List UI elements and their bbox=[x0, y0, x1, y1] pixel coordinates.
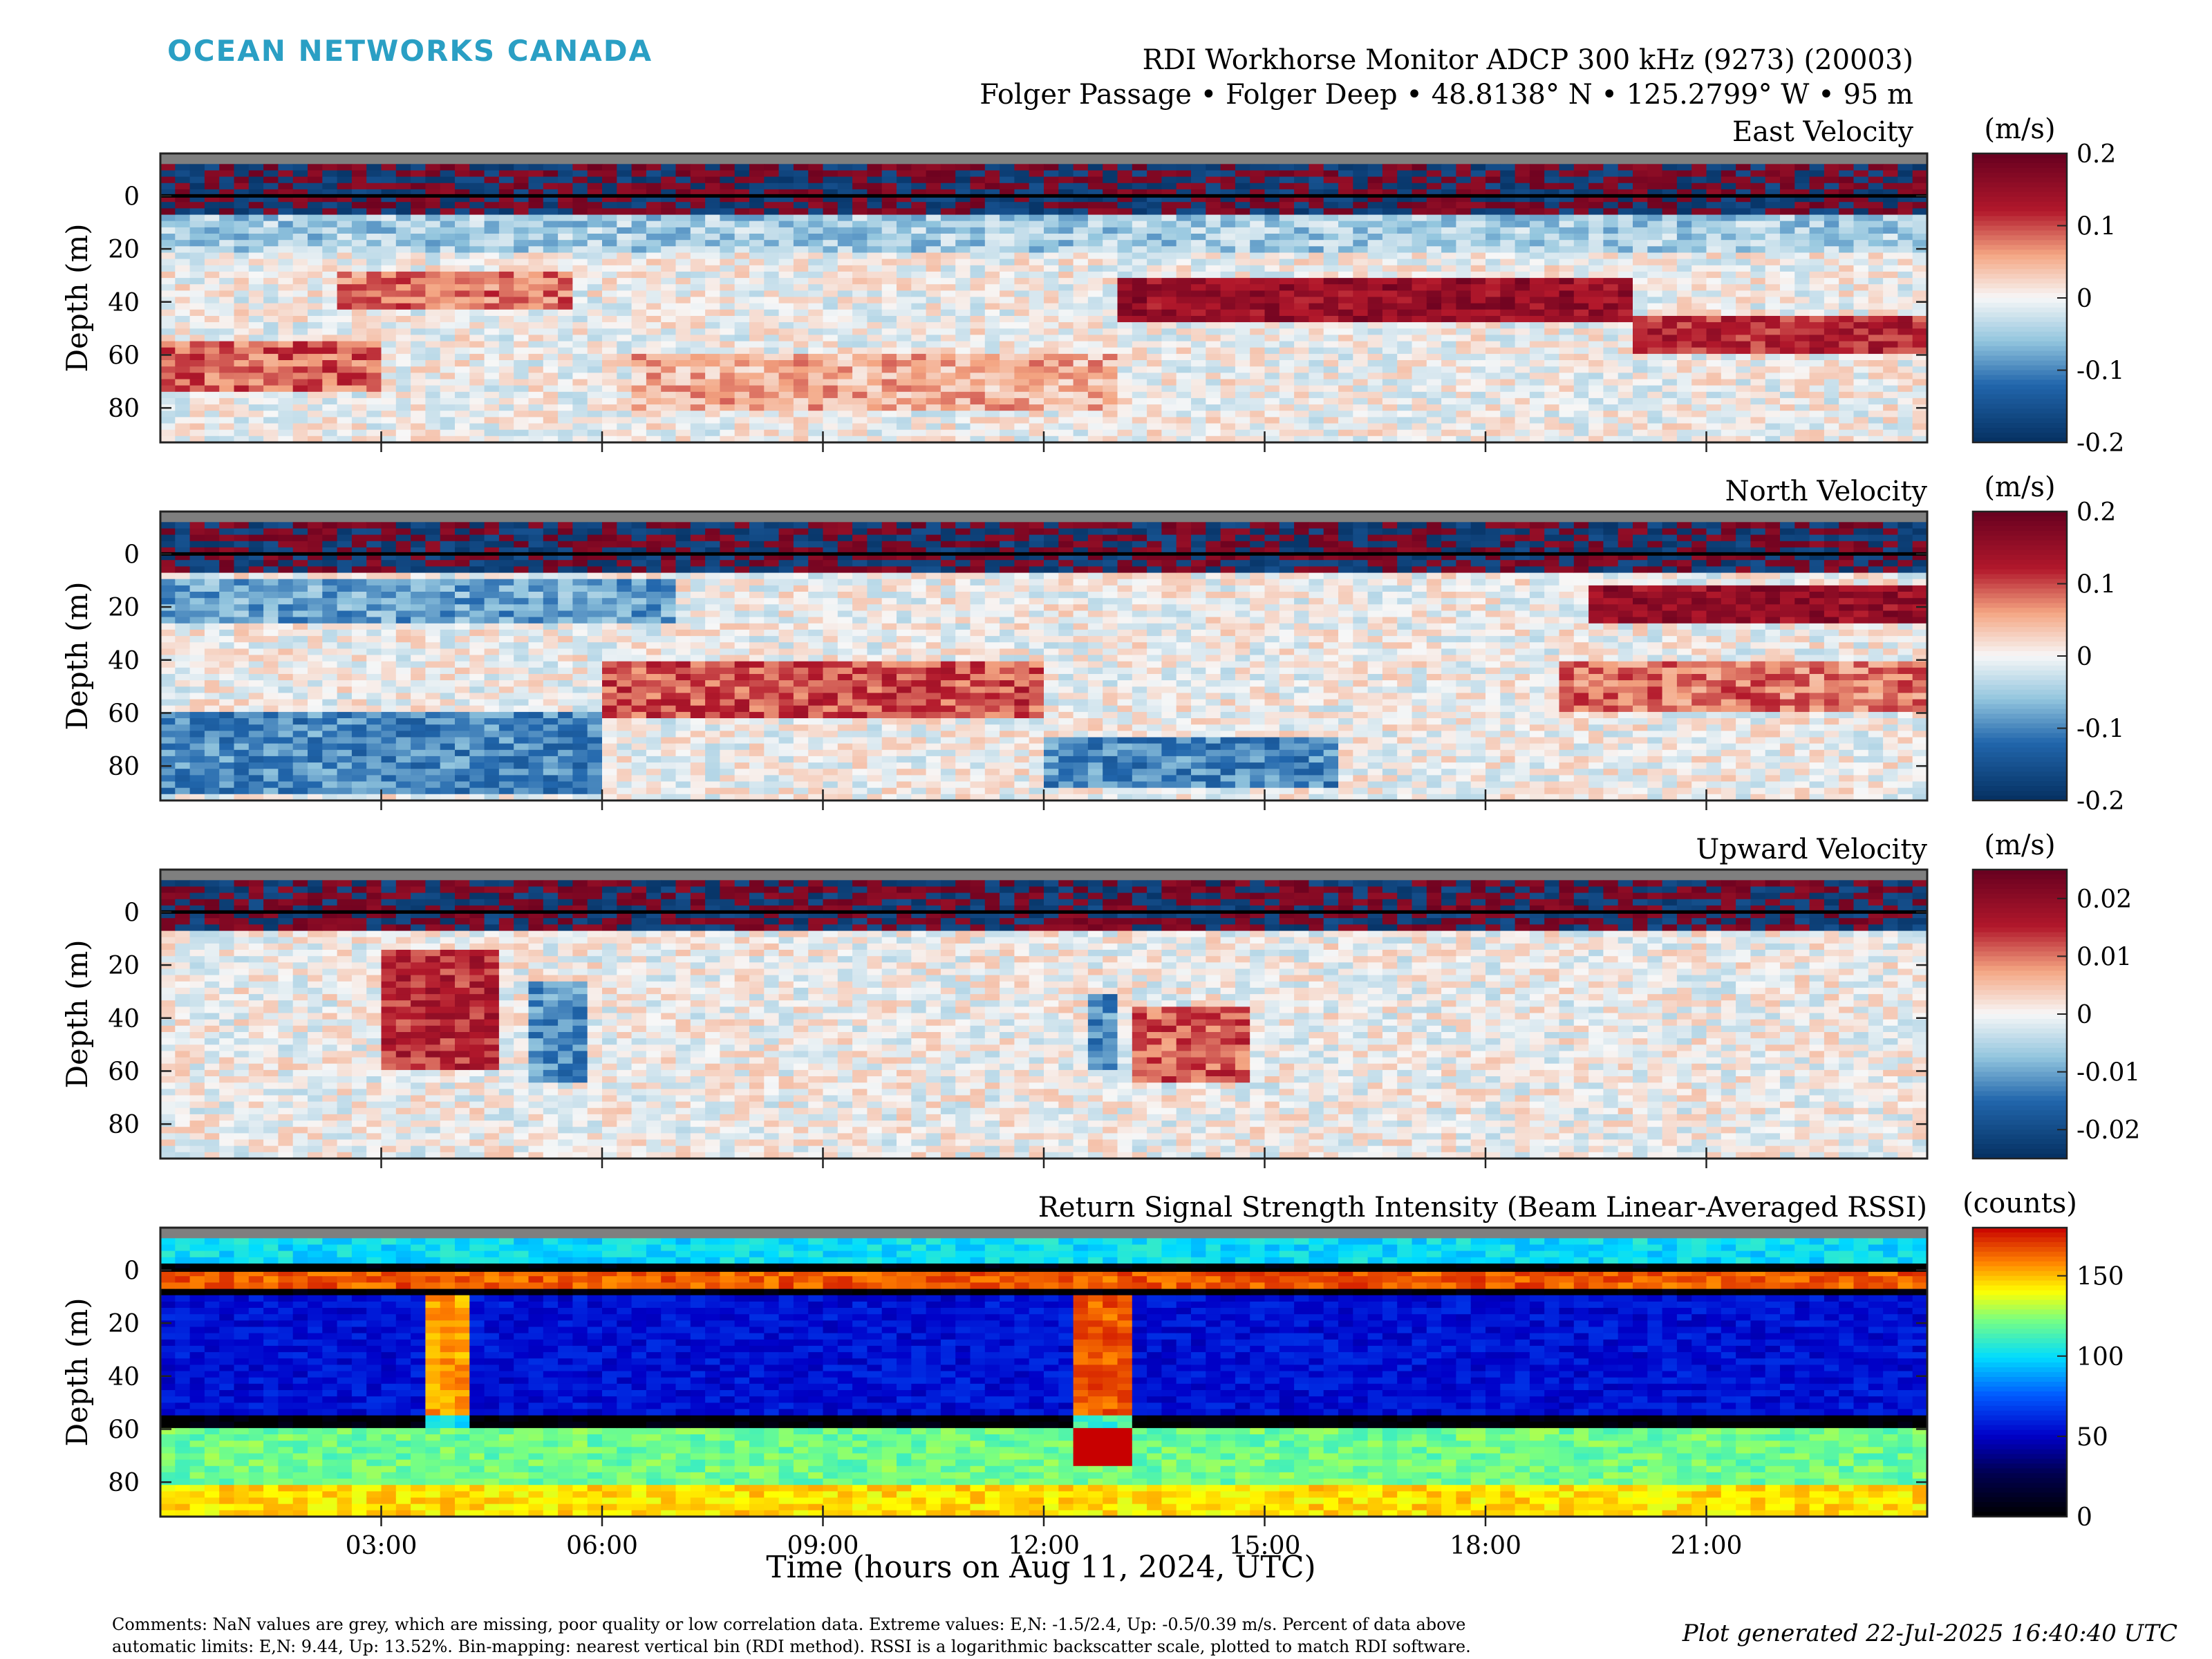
colorbar-tick-label: 0.02 bbox=[2077, 885, 2132, 914]
x-tick-label: 15:00 bbox=[1229, 1532, 1301, 1560]
plot-generated-timestamp: Plot generated 22-Jul-2025 16:40:40 UTC bbox=[1682, 1620, 2177, 1647]
y-tick-label: 80 bbox=[108, 395, 140, 423]
colorbar-tick-label: 0.2 bbox=[2077, 498, 2116, 527]
footer-comments-line2: automatic limits: E,N: 9.44, Up: 13.52%.… bbox=[112, 1637, 1471, 1656]
colorbar-tick-label: -0.1 bbox=[2077, 715, 2124, 744]
panel-2: 0 20 40 60 80 North Velocity Depth (m) 0.2 0.1 0 -… bbox=[60, 471, 2124, 816]
panel-title: Upward Velocity bbox=[1696, 834, 1928, 865]
panel-title: North Velocity bbox=[1725, 476, 1928, 507]
heatmap-cells bbox=[160, 1238, 1928, 1517]
x-axis-label: Time (hours on Aug 11, 2024, UTC) bbox=[766, 1550, 1315, 1585]
heatmap-cells bbox=[160, 880, 1928, 1159]
colorbar-tick-label: 150 bbox=[2077, 1263, 2124, 1291]
y-tick-label: 40 bbox=[108, 1005, 140, 1033]
heatmap-cells bbox=[160, 164, 1928, 443]
colorbar-tick-label: 0.2 bbox=[2077, 140, 2116, 169]
colorbar-label: (m/s) bbox=[1984, 471, 2055, 503]
y-tick-label: 20 bbox=[108, 1310, 140, 1338]
y-axis-label: Depth (m) bbox=[60, 939, 94, 1088]
colorbar: 0.02 0.01 0 -0.01 -0.02 (m/s) bbox=[1971, 830, 2140, 1160]
panel-title: East Velocity bbox=[1732, 116, 1913, 148]
colorbar-tick-label: 100 bbox=[2077, 1343, 2124, 1371]
colorbar-tick-label: 0.01 bbox=[2077, 943, 2132, 971]
y-tick-label: 0 bbox=[124, 1257, 140, 1285]
colorbar-tick-label: 0.1 bbox=[2077, 213, 2116, 241]
y-axis-label: Depth (m) bbox=[60, 1297, 94, 1446]
y-tick-label: 60 bbox=[108, 1058, 140, 1086]
colorbar-tick-label: 50 bbox=[2077, 1423, 2108, 1452]
x-tick-label: 12:00 bbox=[1008, 1532, 1080, 1560]
x-tick-label: 21:00 bbox=[1671, 1532, 1743, 1560]
y-axis-label: Depth (m) bbox=[60, 223, 94, 372]
colorbar-label: (m/s) bbox=[1984, 113, 2055, 145]
colorbar-tick-label: -0.02 bbox=[2077, 1116, 2140, 1145]
y-tick-label: 0 bbox=[124, 182, 140, 211]
chart-title: RDI Workhorse Monitor ADCP 300 kHz (9273… bbox=[1143, 44, 1913, 76]
y-tick-label: 40 bbox=[108, 1363, 140, 1391]
y-tick-label: 20 bbox=[108, 952, 140, 980]
y-tick-label: 80 bbox=[108, 1469, 140, 1497]
footer-comments-line1: Comments: NaN values are grey, which are… bbox=[112, 1615, 1465, 1634]
colorbar-label: (counts) bbox=[1962, 1188, 2077, 1219]
panels: 0 20 40 60 80 East Velocity Depth (m) 0.2 0.1 0 -0… bbox=[60, 113, 2140, 1560]
y-tick-label: 60 bbox=[108, 700, 140, 728]
panel-1: 0 20 40 60 80 East Velocity Depth (m) 0.2 0.1 0 -0… bbox=[60, 113, 2124, 458]
y-tick-label: 60 bbox=[108, 1416, 140, 1444]
y-tick-label: 20 bbox=[108, 594, 140, 622]
colorbar: 150 100 50 0 (counts) bbox=[1962, 1188, 2124, 1532]
colorbar: 0.2 0.1 0 -0.1 -0.2 (m/s) bbox=[1971, 471, 2124, 816]
y-tick-label: 0 bbox=[124, 541, 140, 569]
chart-subtitle: Folger Passage • Folger Deep • 48.8138° … bbox=[980, 79, 1913, 111]
x-tick-label: 18:00 bbox=[1450, 1532, 1521, 1560]
y-axis-label: Depth (m) bbox=[60, 581, 94, 730]
x-tick-label: 03:00 bbox=[346, 1532, 418, 1560]
x-tick-label: 09:00 bbox=[787, 1532, 859, 1560]
colorbar-label: (m/s) bbox=[1984, 830, 2055, 861]
colorbar-tick-label: 0 bbox=[2077, 285, 2092, 313]
y-tick-label: 20 bbox=[108, 236, 140, 264]
colorbar-tick-label: 0 bbox=[2077, 1503, 2092, 1532]
colorbar-tick-label: 0.1 bbox=[2077, 571, 2116, 599]
panel-title: Return Signal Strength Intensity (Beam L… bbox=[1038, 1192, 1927, 1224]
colorbar: 0.2 0.1 0 -0.1 -0.2 (m/s) bbox=[1971, 113, 2124, 458]
x-tick-label: 06:00 bbox=[566, 1532, 638, 1560]
colorbar-tick-label: -0.1 bbox=[2077, 357, 2124, 386]
y-tick-label: 80 bbox=[108, 753, 140, 781]
colorbar-tick-label: -0.2 bbox=[2077, 787, 2124, 816]
y-tick-label: 40 bbox=[108, 647, 140, 675]
y-tick-label: 40 bbox=[108, 289, 140, 317]
panel-4: 0 20 40 60 80 03:00 06:00 09:00 12:00 15:00 18:00 2… bbox=[60, 1188, 2124, 1560]
brand-logo: OCEAN NETWORKS CANADA bbox=[167, 34, 653, 68]
colorbar-tick-label: 0 bbox=[2077, 1001, 2092, 1029]
y-tick-label: 60 bbox=[108, 341, 140, 370]
colorbar-tick-label: -0.01 bbox=[2077, 1059, 2140, 1087]
heatmap-cells bbox=[160, 522, 1928, 801]
colorbar-tick-label: -0.2 bbox=[2077, 429, 2124, 458]
y-tick-label: 80 bbox=[108, 1111, 140, 1139]
colorbar-tick-label: 0 bbox=[2077, 643, 2092, 671]
y-tick-label: 0 bbox=[124, 899, 140, 927]
